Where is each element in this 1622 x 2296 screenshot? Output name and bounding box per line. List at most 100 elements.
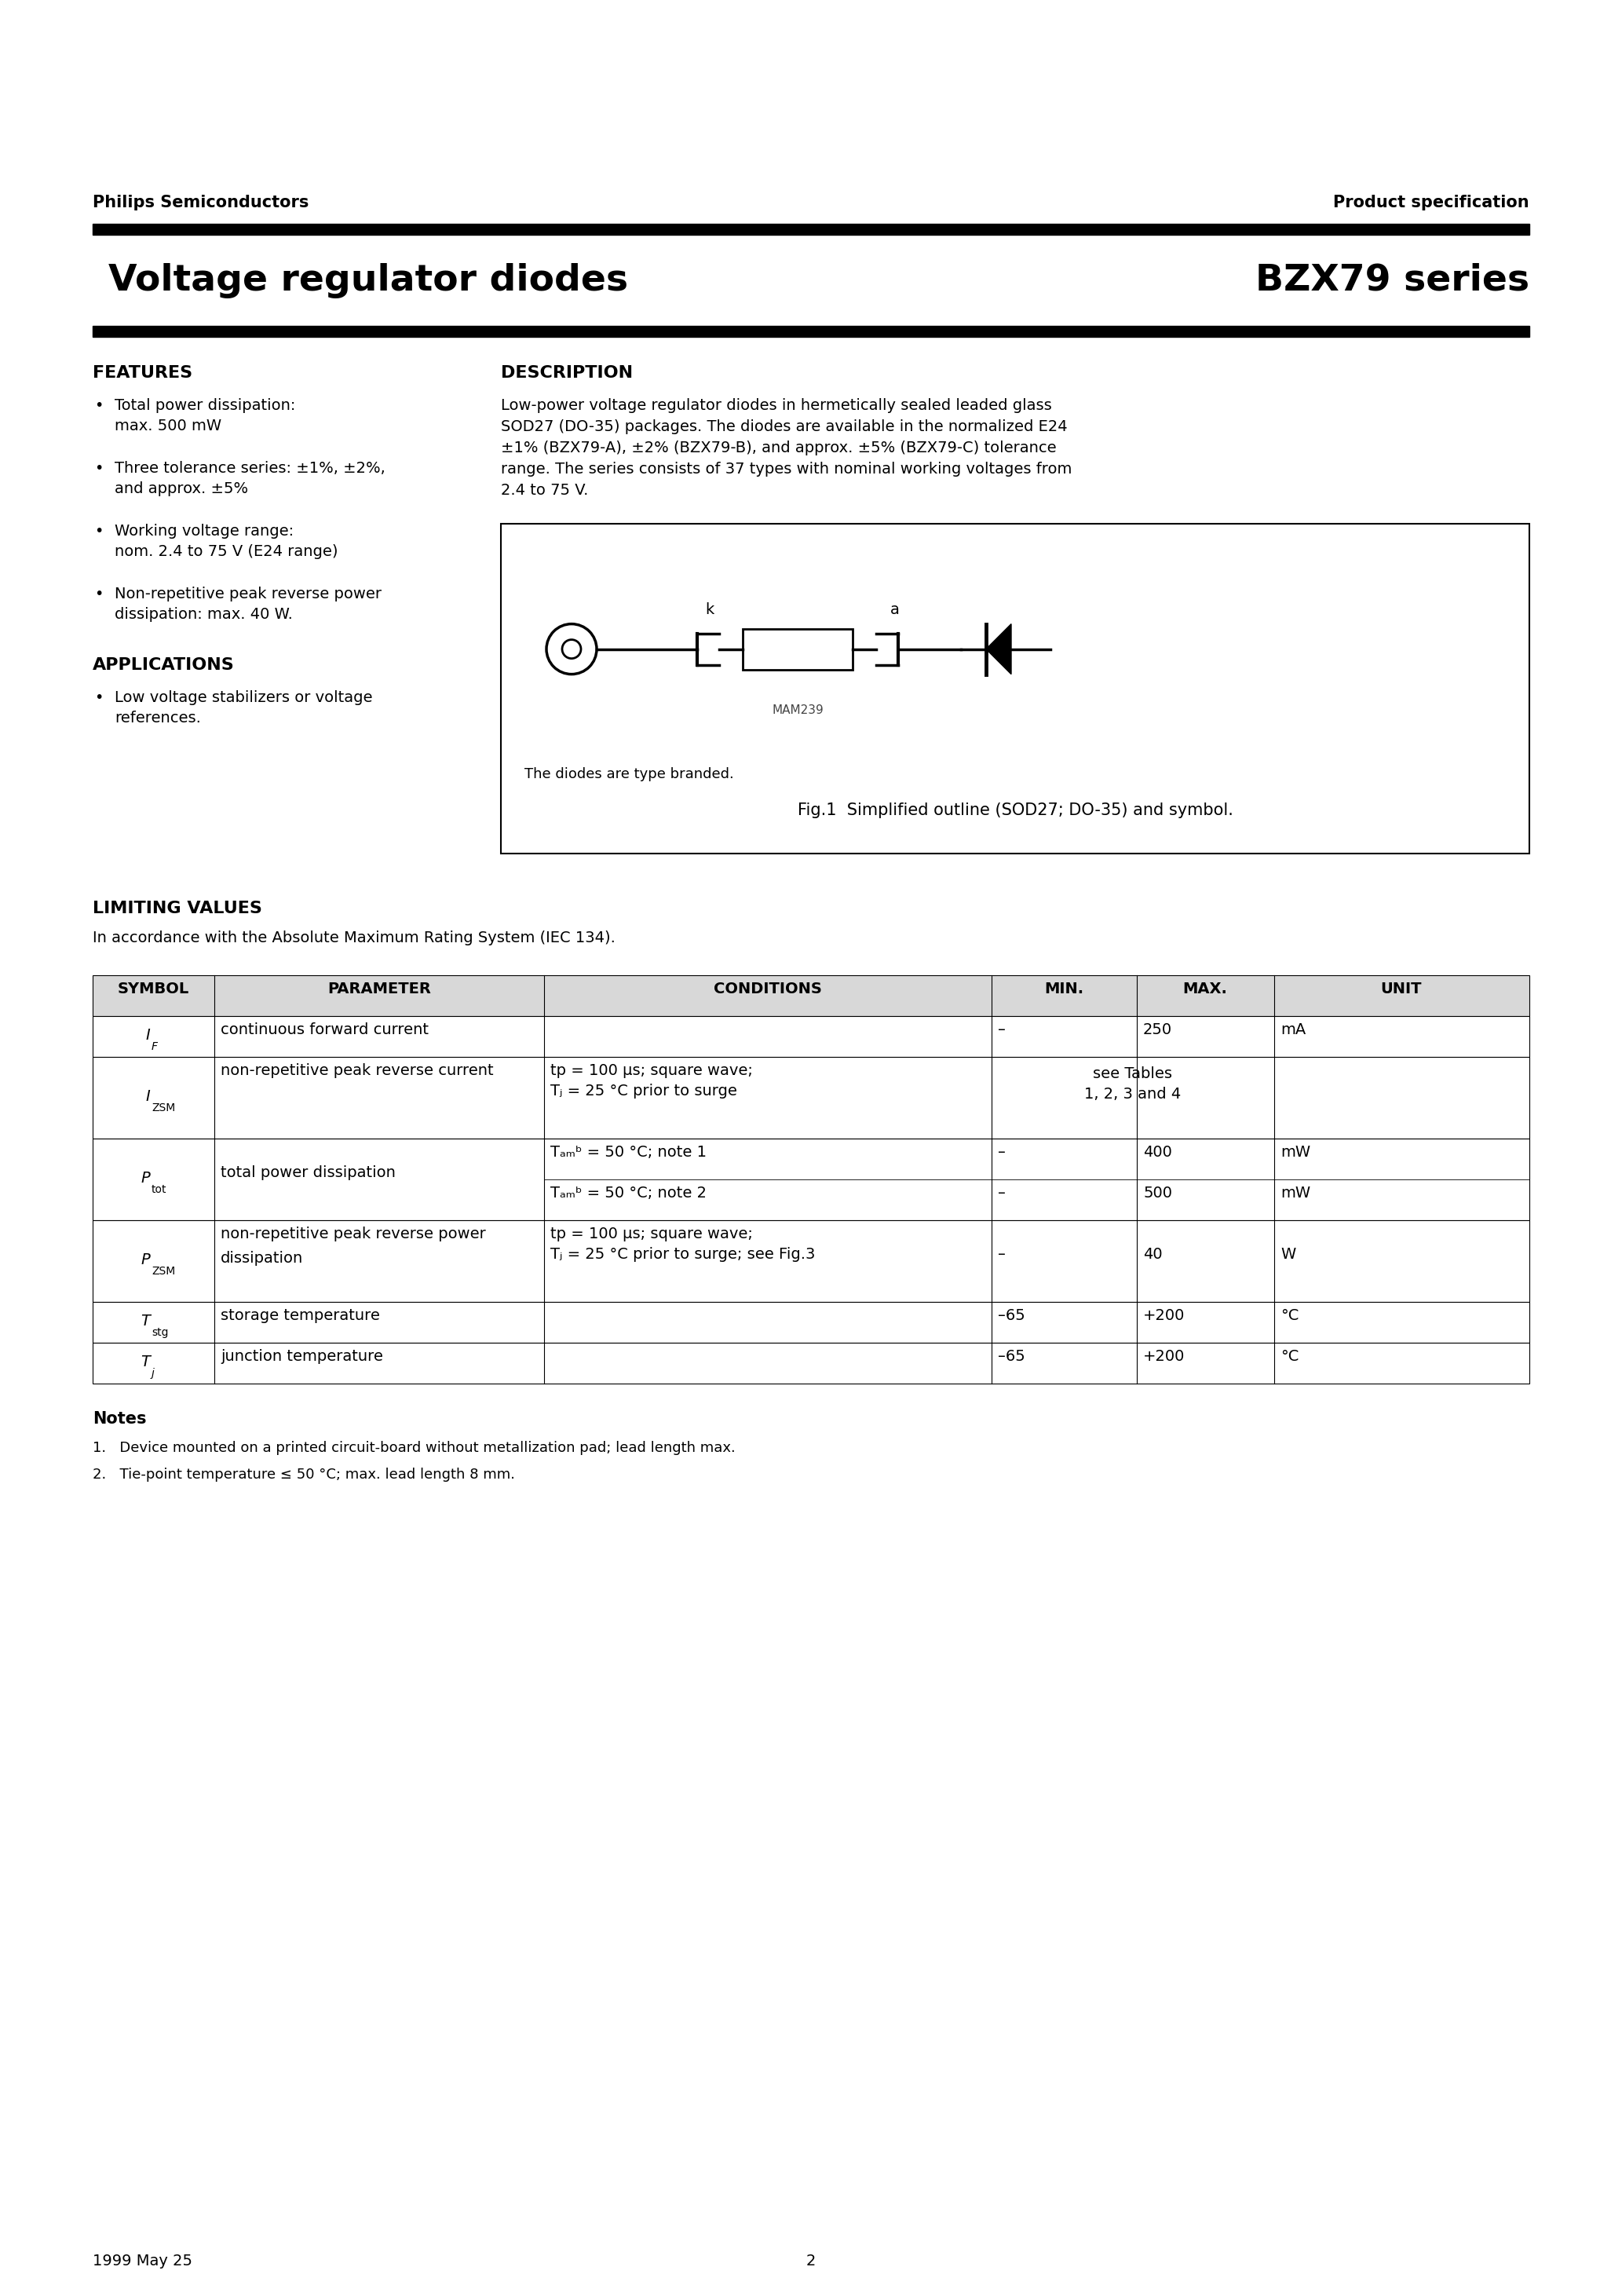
Text: ±1% (BZX79-A), ±2% (BZX79-B), and approx. ±5% (BZX79-C) tolerance: ±1% (BZX79-A), ±2% (BZX79-B), and approx… <box>501 441 1056 455</box>
Bar <box>92 1017 1530 1056</box>
Text: PARAMETER: PARAMETER <box>328 980 431 996</box>
Text: °C: °C <box>1280 1309 1299 1322</box>
Text: Low voltage stabilizers or voltage: Low voltage stabilizers or voltage <box>115 691 373 705</box>
Bar <box>92 1302 1530 1343</box>
Text: 2.4 to 75 V.: 2.4 to 75 V. <box>501 482 589 498</box>
Text: ZSM: ZSM <box>151 1265 175 1277</box>
Text: dissipation: dissipation <box>221 1251 303 1265</box>
Text: range. The series consists of 37 types with nominal working voltages from: range. The series consists of 37 types w… <box>501 461 1072 478</box>
Text: nom. 2.4 to 75 V (E24 range): nom. 2.4 to 75 V (E24 range) <box>115 544 337 560</box>
Text: –65: –65 <box>998 1309 1025 1322</box>
Text: •: • <box>94 397 104 413</box>
Text: Total power dissipation:: Total power dissipation: <box>115 397 295 413</box>
Text: 40: 40 <box>1144 1247 1163 1263</box>
Bar <box>92 1219 1530 1302</box>
Text: Notes: Notes <box>92 1412 146 1426</box>
Text: 1.   Device mounted on a printed circuit-board without metallization pad; lead l: 1. Device mounted on a printed circuit-b… <box>92 1442 735 1456</box>
Text: dissipation: max. 40 W.: dissipation: max. 40 W. <box>115 606 292 622</box>
Text: °C: °C <box>1280 1350 1299 1364</box>
Text: I: I <box>146 1088 149 1104</box>
Text: Voltage regulator diodes: Voltage regulator diodes <box>109 264 628 298</box>
Text: T: T <box>141 1355 149 1368</box>
Text: –: – <box>998 1022 1006 1038</box>
Text: Tₐₘᵇ = 50 °C; note 2: Tₐₘᵇ = 50 °C; note 2 <box>550 1185 707 1201</box>
Text: storage temperature: storage temperature <box>221 1309 380 1322</box>
Text: mW: mW <box>1280 1146 1311 1159</box>
Text: Non-repetitive peak reverse power: Non-repetitive peak reverse power <box>115 585 381 602</box>
Text: see Tables: see Tables <box>1093 1065 1173 1081</box>
Text: tp = 100 μs; square wave;: tp = 100 μs; square wave; <box>550 1063 753 1079</box>
Text: DESCRIPTION: DESCRIPTION <box>501 365 633 381</box>
Text: Product specification: Product specification <box>1333 195 1530 211</box>
Text: junction temperature: junction temperature <box>221 1350 383 1364</box>
Text: •: • <box>94 585 104 602</box>
Bar <box>92 1139 1530 1219</box>
Text: 400: 400 <box>1144 1146 1173 1159</box>
Text: F: F <box>151 1040 157 1052</box>
Text: Working voltage range:: Working voltage range: <box>115 523 294 540</box>
Text: W: W <box>1280 1247 1296 1263</box>
Text: •: • <box>94 691 104 705</box>
Text: MAX.: MAX. <box>1182 980 1228 996</box>
Text: 2.   Tie-point temperature ≤ 50 °C; max. lead length 8 mm.: 2. Tie-point temperature ≤ 50 °C; max. l… <box>92 1467 516 1481</box>
Bar <box>92 1056 1530 1139</box>
Text: The diodes are type branded.: The diodes are type branded. <box>524 767 733 781</box>
Text: BZX79 series: BZX79 series <box>1255 264 1530 298</box>
Text: non-repetitive peak reverse current: non-repetitive peak reverse current <box>221 1063 493 1079</box>
Text: tot: tot <box>151 1185 167 1196</box>
Text: APPLICATIONS: APPLICATIONS <box>92 657 235 673</box>
Text: 500: 500 <box>1144 1185 1173 1201</box>
Text: Tₐₘᵇ = 50 °C; note 1: Tₐₘᵇ = 50 °C; note 1 <box>550 1146 707 1159</box>
Text: references.: references. <box>115 712 201 726</box>
Text: •: • <box>94 523 104 540</box>
Polygon shape <box>986 625 1011 675</box>
Text: SYMBOL: SYMBOL <box>117 980 188 996</box>
Text: CONDITIONS: CONDITIONS <box>714 980 822 996</box>
Text: FEATURES: FEATURES <box>92 365 193 381</box>
Text: k: k <box>706 602 714 618</box>
Text: –: – <box>998 1146 1006 1159</box>
Text: UNIT: UNIT <box>1380 980 1422 996</box>
Text: •: • <box>94 461 104 475</box>
Text: stg: stg <box>151 1327 169 1339</box>
Text: Tⱼ = 25 °C prior to surge: Tⱼ = 25 °C prior to surge <box>550 1084 736 1097</box>
Bar <box>501 523 1530 854</box>
Text: +200: +200 <box>1144 1309 1186 1322</box>
Text: Three tolerance series: ±1%, ±2%,: Three tolerance series: ±1%, ±2%, <box>115 461 386 475</box>
Text: P: P <box>141 1251 149 1267</box>
Text: P: P <box>141 1171 149 1185</box>
Text: non-repetitive peak reverse power: non-repetitive peak reverse power <box>221 1226 485 1242</box>
Text: Tⱼ = 25 °C prior to surge; see Fig.3: Tⱼ = 25 °C prior to surge; see Fig.3 <box>550 1247 816 1263</box>
Bar <box>743 629 853 670</box>
Text: –65: –65 <box>998 1350 1025 1364</box>
Text: max. 500 mW: max. 500 mW <box>115 418 222 434</box>
Text: ZSM: ZSM <box>151 1102 175 1114</box>
Text: total power dissipation: total power dissipation <box>221 1166 396 1180</box>
Text: a: a <box>890 602 900 618</box>
Text: mA: mA <box>1280 1022 1306 1038</box>
Text: 2: 2 <box>806 2255 816 2268</box>
Text: MAM239: MAM239 <box>772 705 824 716</box>
Bar <box>92 326 1530 338</box>
Text: In accordance with the Absolute Maximum Rating System (IEC 134).: In accordance with the Absolute Maximum … <box>92 930 615 946</box>
Text: Fig.1  Simplified outline (SOD27; DO-35) and symbol.: Fig.1 Simplified outline (SOD27; DO-35) … <box>798 804 1233 817</box>
Bar <box>92 1343 1530 1384</box>
Text: 250: 250 <box>1144 1022 1173 1038</box>
Text: SOD27 (DO-35) packages. The diodes are available in the normalized E24: SOD27 (DO-35) packages. The diodes are a… <box>501 420 1067 434</box>
Text: tp = 100 μs; square wave;: tp = 100 μs; square wave; <box>550 1226 753 1242</box>
Text: and approx. ±5%: and approx. ±5% <box>115 482 248 496</box>
Text: +200: +200 <box>1144 1350 1186 1364</box>
Text: continuous forward current: continuous forward current <box>221 1022 428 1038</box>
Text: I: I <box>146 1029 149 1042</box>
Text: –: – <box>998 1185 1006 1201</box>
Text: Philips Semiconductors: Philips Semiconductors <box>92 195 308 211</box>
Text: MIN.: MIN. <box>1045 980 1083 996</box>
Text: 1, 2, 3 and 4: 1, 2, 3 and 4 <box>1085 1086 1181 1102</box>
Text: LIMITING VALUES: LIMITING VALUES <box>92 900 263 916</box>
Bar <box>92 223 1530 234</box>
Text: 1999 May 25: 1999 May 25 <box>92 2255 193 2268</box>
Text: mW: mW <box>1280 1185 1311 1201</box>
Text: –: – <box>998 1247 1006 1263</box>
Text: Low-power voltage regulator diodes in hermetically sealed leaded glass: Low-power voltage regulator diodes in he… <box>501 397 1051 413</box>
Text: T: T <box>141 1313 149 1327</box>
